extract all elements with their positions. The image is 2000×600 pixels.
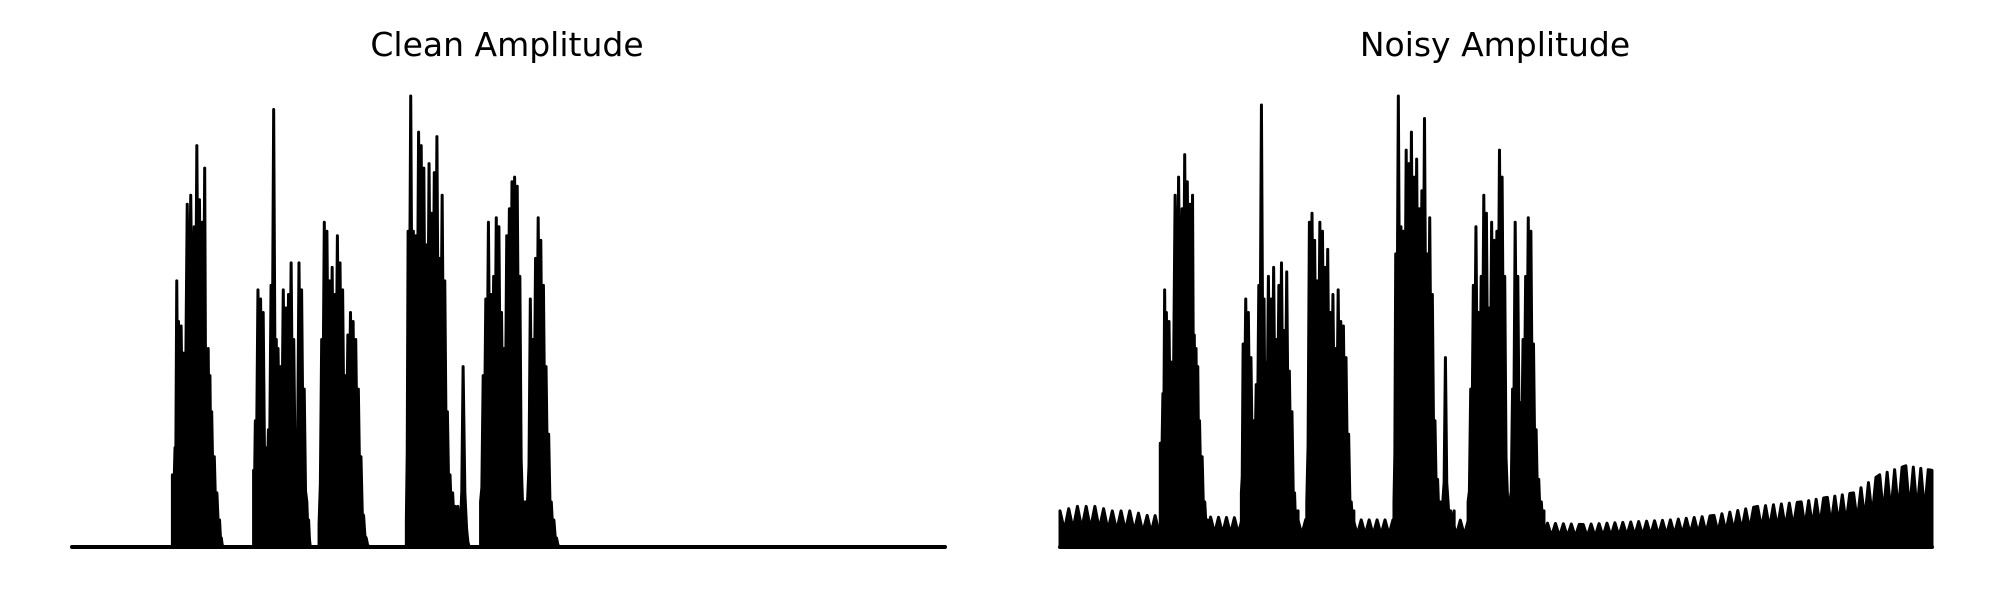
amplitude-burst-2 xyxy=(317,220,373,549)
clean-amplitude-title: Clean Amplitude xyxy=(370,25,643,64)
clean-amplitude-plot xyxy=(170,94,566,549)
amplitude-burst-3 xyxy=(404,94,479,549)
noisy-amplitude-panel: Noisy Amplitude xyxy=(1058,25,1934,549)
amplitude-burst-4 xyxy=(1466,148,1546,549)
amplitude-burst-1 xyxy=(252,108,312,549)
amplitude-burst-2 xyxy=(1305,211,1356,549)
clean-amplitude-panel: Clean Amplitude xyxy=(70,25,947,549)
noisy-amplitude-title: Noisy Amplitude xyxy=(1360,25,1630,64)
amplitude-burst-0 xyxy=(1158,153,1211,549)
noisy-amplitude-plot xyxy=(1058,94,1934,549)
amplitude-burst-1 xyxy=(1239,103,1300,549)
amplitude-burst-0 xyxy=(170,144,233,549)
amplitude-burst-4 xyxy=(479,175,566,549)
amplitude-burst-3 xyxy=(1392,94,1456,549)
